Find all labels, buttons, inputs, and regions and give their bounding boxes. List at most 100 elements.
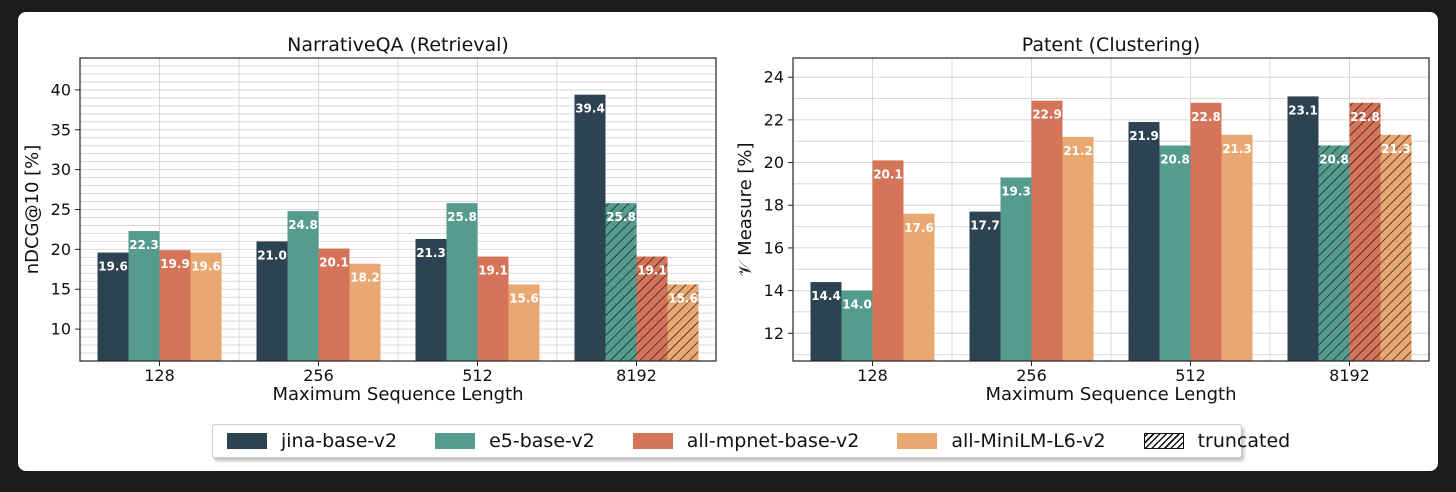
data-label: 15.6 [668,291,698,305]
bar-minilm-256 [1062,136,1094,361]
x-tick-label: 256 [1016,366,1047,385]
data-label: 14.0 [842,298,872,312]
data-label: 23.1 [1288,103,1318,117]
y-tick-label: 10 [51,320,71,339]
bar-hatch-minilm-8192 [1380,134,1412,361]
x-tick-label: 8192 [1329,366,1370,385]
data-label: 21.3 [1222,142,1252,156]
bar-hatch-mpnet-8192 [636,256,668,361]
data-label: 18.2 [350,271,380,285]
data-label: 19.1 [478,264,508,278]
chart-title: Patent (Clustering) [1022,34,1201,56]
bar-minilm-512 [508,284,540,361]
data-label: 19.9 [160,257,190,271]
chart-patent: 14.414.0 20.1 17.6 128 17.7 19.3 22.9 21.2 256 21… [735,34,1430,405]
bar-minilm-256 [349,263,381,361]
data-label: 15.6 [509,291,539,305]
data-label: 21.0 [257,248,287,262]
bar-e5-512 [446,203,478,361]
data-label: 20.1 [873,167,903,181]
data-label: 25.8 [606,210,636,224]
data-label: 19.6 [98,260,128,274]
bar-e5-256 [1000,177,1032,361]
legend-item-minilm: all-MiniLM-L6-v2 [897,430,1106,452]
y-tick-label: 24 [764,68,784,87]
legend: jina-base-v2 e5-base-v2 all-mpnet-base-v2 a… [212,424,1290,458]
data-label: 25.8 [447,210,477,224]
legend-swatch-jina [227,433,267,449]
y-tick-label: 40 [51,80,71,99]
y-tick-label: 15 [51,280,71,299]
y-tick-label: 30 [51,160,71,179]
data-label: 22.9 [1032,108,1062,122]
data-label: 21.3 [416,246,446,260]
bar-jina-128 [97,252,129,361]
legend-swatch-mpnet [632,433,673,449]
x-axis-label: Maximum Sequence Length [272,384,523,405]
legend-item-mpnet: all-mpnet-base-v2 [632,430,859,452]
x-tick-label: 512 [462,366,493,385]
data-label: 21.3 [1381,142,1411,156]
bar-mpnet-256 [1031,100,1063,361]
bar-e5-256 [287,211,319,361]
data-label: 22.8 [1191,110,1221,124]
data-label: 19.6 [191,260,221,274]
y-tick-label: 18 [764,196,784,215]
bar-jina-512 [415,239,447,361]
y-axis-label: 𝒱 Measure [%] [735,142,756,276]
bar-jina-256 [969,211,1001,361]
y-tick-label: 16 [764,238,784,257]
y-tick-label: 35 [51,120,71,139]
bar-hatch-e5-8192 [605,203,637,361]
data-label: 19.1 [637,264,667,278]
legend-label: truncated [1197,430,1291,452]
legend-item-e5: e5-base-v2 [435,430,595,452]
bar-hatch-minilm-8192 [667,284,699,361]
y-tick-label: 22 [764,110,784,129]
data-label: 39.4 [575,102,605,116]
x-tick-label: 128 [857,366,888,385]
bar-minilm-128 [190,252,222,361]
chart-narrativeqa: 19.622.319.9 19.612821.024.820.118.225621… [22,34,717,405]
x-tick-label: 256 [303,366,334,385]
data-label: 22.3 [129,238,159,252]
data-label: 22.8 [1350,110,1380,124]
bar-mpnet-128 [872,160,904,361]
legend-item-jina: jina-base-v2 [227,430,397,452]
data-label: 20.1 [319,256,349,270]
bar-jina-8192 [574,94,606,361]
data-label: 21.9 [1129,129,1159,143]
y-tick-label: 14 [764,281,784,300]
y-axis-label: nDCG@10 [%] [22,145,43,275]
legend-item-truncated: truncated [1143,430,1291,452]
legend-swatch-e5 [435,433,476,449]
bar-jina-8192 [1287,96,1319,361]
x-tick-label: 512 [1175,366,1206,385]
legend-swatch-truncated [1143,433,1184,449]
axes-frame [79,57,717,362]
bar-hatch-mpnet-8192 [1349,102,1381,361]
legend-label: all-MiniLM-L6-v2 [951,430,1106,452]
bar-hatch-e5-8192 [1318,145,1350,361]
data-label: 19.3 [1001,184,1031,198]
x-axis-label: Maximum Sequence Length [985,384,1236,405]
data-label: 14.4 [811,289,841,303]
x-tick-label: 8192 [616,366,657,385]
axes-frame [792,57,1430,362]
bar-jina-256 [256,241,288,361]
legend-label: jina-base-v2 [281,430,398,452]
chart-title: NarrativeQA (Retrieval) [287,34,509,56]
data-label: 17.6 [904,221,934,235]
y-tick-label: 20 [764,153,784,172]
bar-e5-512 [1159,145,1191,361]
x-tick-label: 128 [144,366,175,385]
data-label: 24.8 [288,218,318,232]
y-tick-label: 12 [764,324,784,343]
data-label: 21.2 [1063,144,1093,158]
data-label: 17.7 [970,219,1000,233]
bar-jina-512 [1128,122,1160,361]
bar-e5-128 [841,290,873,361]
data-label: 20.8 [1160,152,1190,166]
bar-mpnet-512 [477,256,509,361]
